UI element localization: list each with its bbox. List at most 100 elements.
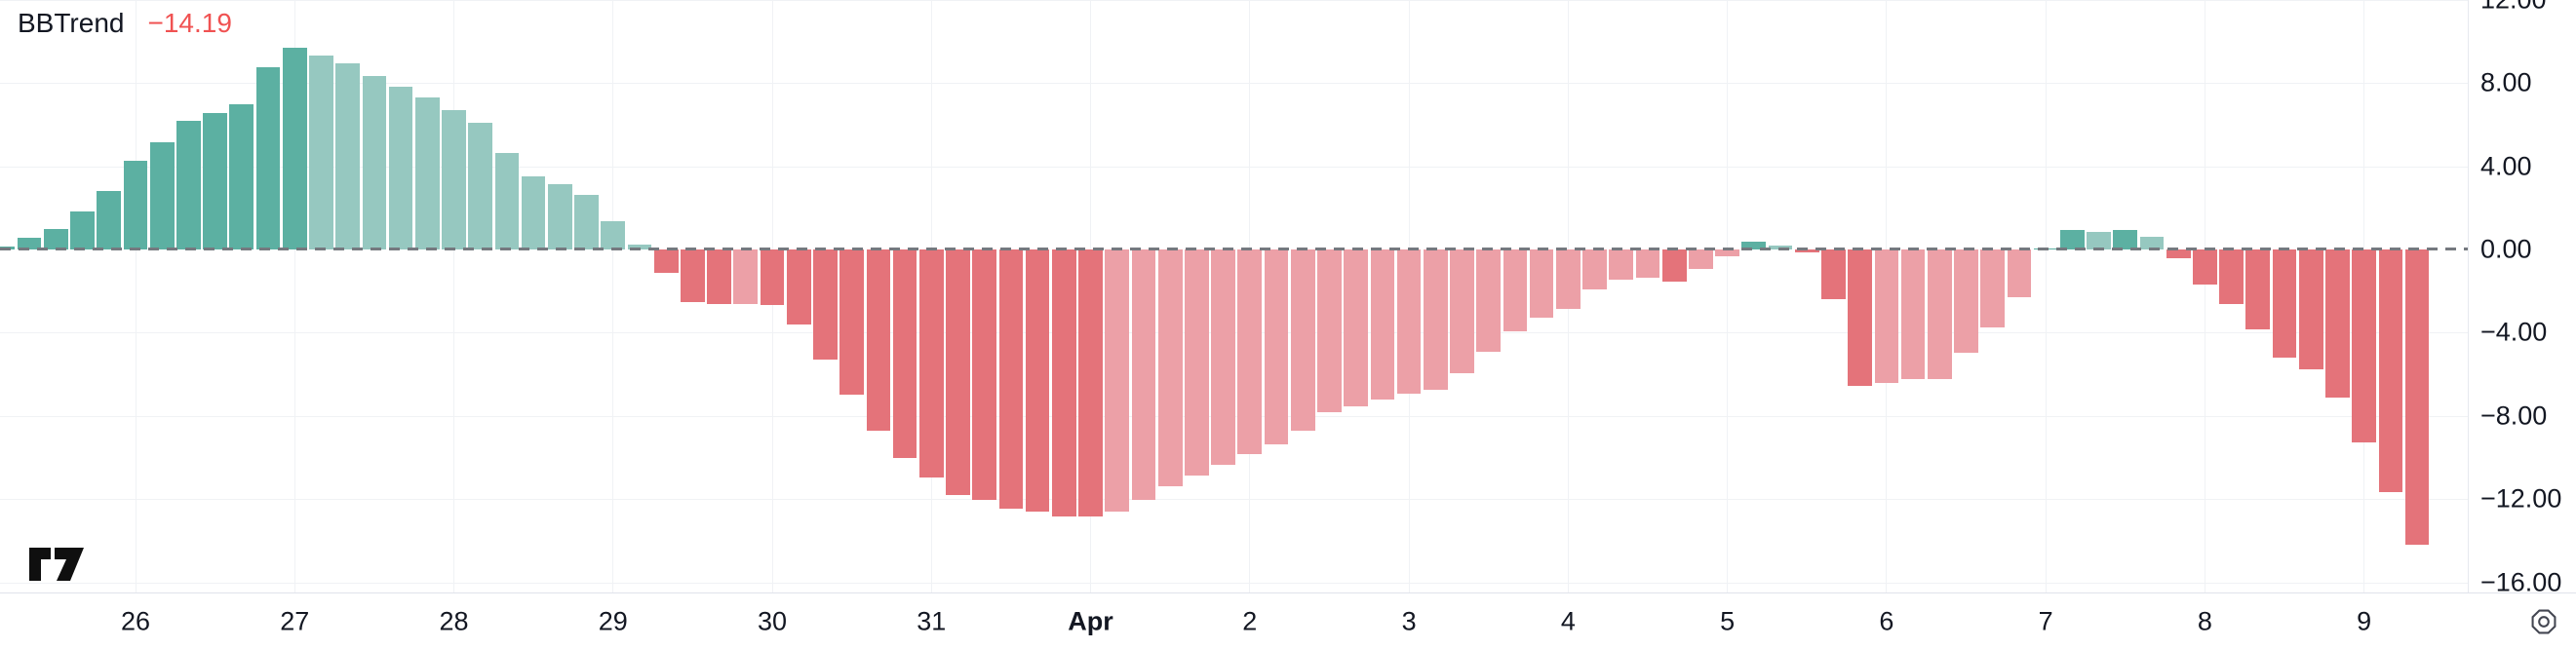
histogram-bar <box>1582 249 1607 289</box>
histogram-bar <box>707 249 731 304</box>
histogram-bar <box>1450 249 1474 374</box>
time-axis-label: 27 <box>280 606 310 635</box>
histogram-bar <box>760 249 785 305</box>
settings-button[interactable] <box>2527 605 2560 638</box>
histogram-bar <box>2404 249 2430 545</box>
histogram-bar <box>627 245 652 249</box>
gridline-vertical <box>612 0 614 592</box>
histogram-bar <box>1396 249 1422 394</box>
histogram-bar <box>548 184 572 249</box>
settings-gear-icon <box>2531 609 2556 633</box>
histogram-bar <box>176 121 201 249</box>
price-axis-label: −8.00 <box>2480 401 2548 431</box>
histogram-bar <box>1661 249 1687 283</box>
histogram-bar <box>494 152 520 249</box>
histogram-bar <box>468 123 493 249</box>
price-axis-label: 12.00 <box>2480 0 2547 15</box>
histogram-bar <box>1052 249 1076 516</box>
histogram-bar <box>2166 249 2191 258</box>
histogram-bar <box>2378 249 2403 492</box>
histogram-bar <box>1609 249 1634 281</box>
time-axis-label: Apr <box>1068 606 1113 635</box>
gridline-vertical <box>293 0 295 592</box>
histogram-bar <box>1185 249 1209 477</box>
histogram-bar <box>813 249 838 361</box>
histogram-bar <box>1954 249 1978 353</box>
histogram-bar <box>362 76 387 249</box>
time-axis-label: 5 <box>1720 606 1736 635</box>
histogram-bar <box>442 109 466 249</box>
histogram-bar <box>892 249 917 458</box>
histogram-bar <box>149 142 175 249</box>
time-axis-label: 4 <box>1560 606 1576 635</box>
price-axis-label: −16.00 <box>2480 567 2562 592</box>
chart-plot-area[interactable]: BBTrend −14.19 <box>0 0 2469 592</box>
price-axis-label: −4.00 <box>2480 317 2548 347</box>
histogram-bar <box>2352 249 2376 442</box>
price-axis[interactable]: 12.00 8.00 4.00 0.00 −4.00 −8.00 −12.00 −16.00 <box>2468 0 2576 592</box>
indicator-value: −14.19 <box>147 8 232 38</box>
histogram-bar <box>44 229 68 249</box>
price-axis-label: 0.00 <box>2480 234 2532 264</box>
histogram-bar <box>1290 249 1315 431</box>
gridline-vertical <box>135 0 137 592</box>
histogram-bar <box>2272 249 2297 358</box>
time-axis-label: 3 <box>1401 606 1417 635</box>
price-axis-label: 4.00 <box>2480 151 2532 181</box>
time-axis[interactable]: 26 27 28 29 30 31 Apr 2 3 4 5 6 7 8 9 <box>0 592 2576 649</box>
histogram-bar <box>1317 249 1342 412</box>
histogram-bar <box>521 176 546 249</box>
histogram-bar <box>786 249 811 324</box>
histogram-bar <box>839 249 864 396</box>
histogram-bar <box>70 210 95 249</box>
histogram-bar <box>123 161 148 249</box>
time-axis-label: 9 <box>2357 606 2372 635</box>
histogram-bar <box>998 249 1024 510</box>
histogram-bar <box>1768 245 1793 249</box>
histogram-bar <box>1741 242 1767 249</box>
histogram-bar <box>1078 249 1103 517</box>
histogram-bar <box>1555 249 1581 309</box>
zero-line <box>0 248 2469 250</box>
histogram-bar <box>1635 249 1660 279</box>
histogram-bar <box>1715 249 1739 256</box>
histogram-bar <box>282 48 307 249</box>
tradingview-logo[interactable] <box>27 536 86 587</box>
histogram-bar <box>866 249 891 431</box>
histogram-bar <box>2193 249 2217 285</box>
histogram-bar <box>2059 229 2085 249</box>
histogram-bar <box>681 249 705 302</box>
histogram-bar <box>1025 249 1050 513</box>
histogram-bar <box>1503 249 1528 331</box>
histogram-bar <box>1211 249 1235 465</box>
time-axis-label: 31 <box>917 606 947 635</box>
histogram-bar <box>2007 249 2032 297</box>
histogram-bar <box>1157 249 1183 486</box>
histogram-bar <box>946 249 970 496</box>
histogram-bar <box>733 249 759 304</box>
gridline-vertical <box>453 0 455 592</box>
gridline-horizontal <box>0 499 2469 500</box>
time-axis-label: 26 <box>120 606 151 635</box>
histogram-bar <box>1874 249 1899 383</box>
indicator-legend[interactable]: BBTrend −14.19 <box>18 8 232 39</box>
histogram-bar <box>1237 249 1263 454</box>
indicator-title[interactable]: BBTrend <box>18 8 125 38</box>
gridline-horizontal <box>0 0 2469 1</box>
histogram-bar <box>1264 249 1289 444</box>
histogram-bar <box>1821 249 1846 300</box>
histogram-bar <box>17 238 42 249</box>
histogram-bar <box>2219 249 2244 305</box>
time-axis-label: 8 <box>2197 606 2212 635</box>
gridline-vertical <box>2045 0 2047 592</box>
histogram-bar <box>2139 236 2165 249</box>
time-axis-label: 28 <box>439 606 469 635</box>
histogram-bar <box>1105 249 1130 512</box>
histogram-bar <box>1423 249 1448 390</box>
histogram-bar <box>2325 249 2350 399</box>
histogram-bar <box>1131 249 1156 501</box>
histogram-bar <box>918 249 944 477</box>
histogram-bar <box>388 87 413 249</box>
histogram-bar <box>229 104 254 249</box>
histogram-bar <box>1370 249 1395 400</box>
